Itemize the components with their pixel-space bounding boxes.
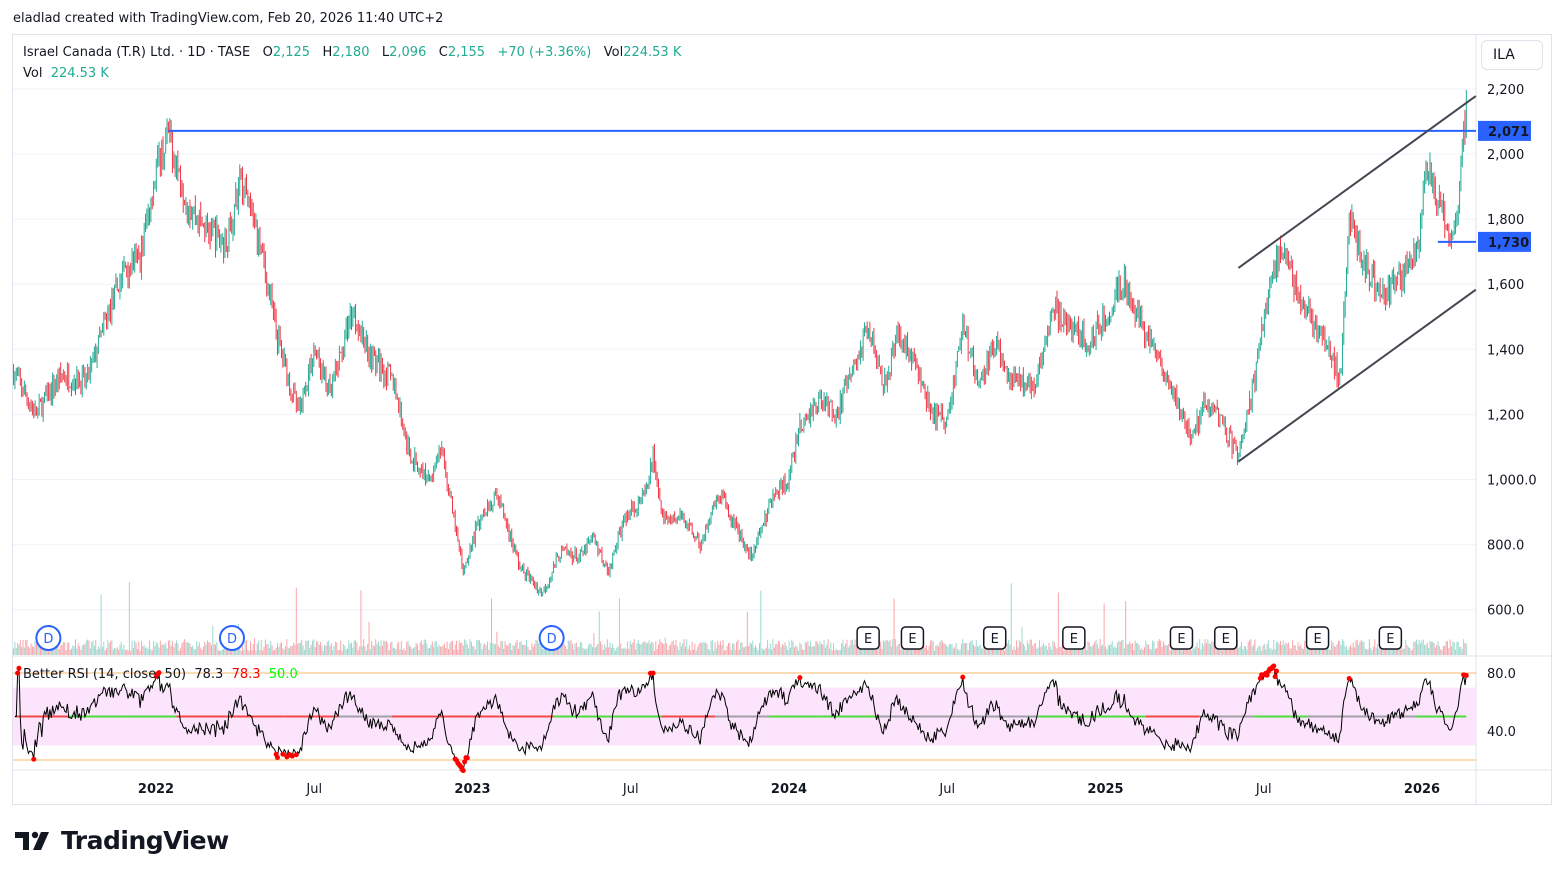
volume-value: 224.53 K bbox=[50, 66, 109, 81]
earnings-marker-label: E bbox=[1313, 632, 1321, 647]
volume-label: Vol bbox=[23, 66, 43, 81]
rsi-value-3: 50.0 bbox=[268, 667, 298, 682]
vol-label: Vol bbox=[603, 45, 624, 60]
rsi-name[interactable]: Better RSI (14, close, 50) bbox=[23, 667, 187, 682]
rsi-extreme-dot bbox=[1273, 668, 1279, 674]
low-label: L bbox=[381, 45, 390, 60]
rsi-extreme-dot bbox=[156, 670, 162, 676]
rsi-tick-label: 40.0 bbox=[1487, 725, 1516, 740]
high-label: H bbox=[322, 45, 333, 60]
price-tick-label: 1,400 bbox=[1487, 343, 1524, 358]
time-tick-label: Jul bbox=[1255, 782, 1272, 797]
price-tick-label: 1,200 bbox=[1487, 408, 1524, 423]
candles bbox=[13, 90, 1467, 597]
rsi-extreme-dot bbox=[274, 754, 280, 760]
rsi-extreme-dot bbox=[293, 752, 299, 758]
symbol-legend: Israel Canada (T.R) Ltd. · 1D · TASE O2,… bbox=[23, 45, 681, 60]
chart-frame bbox=[12, 34, 1552, 805]
price-level-label: 1,730 bbox=[1488, 236, 1529, 251]
dividend-marker-label: D bbox=[43, 632, 53, 647]
rsi-extreme-dot bbox=[15, 670, 21, 676]
earnings-icon bbox=[900, 626, 925, 650]
price-label-badge bbox=[1478, 231, 1531, 252]
change-value: +70 (+3.36%) bbox=[497, 45, 592, 60]
tradingview-logo[interactable]: TradingView bbox=[15, 826, 229, 855]
rsi-tick-label: 80.0 bbox=[1487, 667, 1516, 682]
price-tick-label: 2,200 bbox=[1487, 83, 1524, 98]
open-label: O bbox=[262, 45, 273, 60]
low-value: 2,096 bbox=[389, 45, 427, 60]
price-tick-label: 1,600 bbox=[1487, 278, 1524, 293]
rsi-extreme-dot bbox=[31, 756, 37, 762]
earnings-marker-label: E bbox=[1386, 632, 1394, 647]
rsi-extreme-dot bbox=[1271, 663, 1277, 669]
symbol-name[interactable]: Israel Canada (T.R) Ltd. · 1D · TASE bbox=[23, 45, 251, 60]
volume-bars bbox=[13, 581, 1467, 655]
open-value: 2,125 bbox=[272, 45, 311, 60]
price-level-label: 2,071 bbox=[1488, 125, 1529, 140]
rsi-value-1: 78.3 bbox=[194, 667, 224, 682]
rsi-extreme-dot bbox=[1346, 675, 1352, 681]
earnings-icon bbox=[1378, 626, 1403, 650]
rsi-extreme-dot bbox=[16, 665, 22, 671]
dividend-icon bbox=[35, 625, 62, 651]
rsi-extreme-dot bbox=[650, 670, 656, 676]
rsi-extreme-dot bbox=[289, 753, 295, 759]
earnings-marker-label: E bbox=[1222, 632, 1230, 647]
time-tick-label: 2022 bbox=[138, 782, 174, 797]
high-value: 2,180 bbox=[332, 45, 370, 60]
dividend-icon bbox=[538, 625, 565, 651]
earnings-icon bbox=[1214, 626, 1238, 650]
earnings-marker-label: E bbox=[991, 632, 999, 647]
tradingview-logo-icon bbox=[15, 831, 49, 850]
price-tick-label: 800.0 bbox=[1487, 539, 1524, 554]
time-tick-label: Jul bbox=[938, 782, 955, 797]
rsi-extreme-dot bbox=[1463, 672, 1469, 678]
currency-button[interactable]: ILA bbox=[1481, 40, 1543, 70]
earnings-marker-label: E bbox=[864, 632, 872, 647]
time-tick-label: Jul bbox=[305, 782, 322, 797]
time-tick-label: 2024 bbox=[771, 782, 807, 797]
earnings-marker-label: E bbox=[1070, 632, 1078, 647]
credit-line: eladlad created with TradingView.com, Fe… bbox=[13, 11, 444, 26]
earnings-icon bbox=[982, 626, 1007, 650]
earnings-marker-label: E bbox=[908, 632, 916, 647]
rsi-extreme-dot bbox=[960, 674, 966, 680]
trend-line bbox=[1237, 288, 1477, 463]
earnings-icon bbox=[1305, 626, 1330, 650]
close-label: C bbox=[438, 45, 448, 60]
rsi-value-2: 78.3 bbox=[231, 667, 261, 682]
time-tick-label: 2023 bbox=[454, 782, 490, 797]
price-tick-label: 1,800 bbox=[1487, 213, 1524, 228]
close-value: 2,155 bbox=[447, 45, 486, 60]
logo-text: TradingView bbox=[61, 826, 229, 855]
earnings-marker-label: E bbox=[1177, 632, 1185, 647]
earnings-icon bbox=[1062, 626, 1086, 650]
price-tick-label: 2,000 bbox=[1487, 148, 1524, 163]
dividend-marker-label: D bbox=[547, 632, 557, 647]
price-tick-label: 600.0 bbox=[1487, 604, 1524, 619]
rsi-extreme-dot bbox=[1272, 674, 1278, 680]
rsi-extreme-dot bbox=[797, 675, 803, 681]
price-tick-label: 1,000.0 bbox=[1487, 474, 1537, 489]
time-tick-label: 2026 bbox=[1404, 782, 1440, 797]
volume-legend: Vol 224.53 K bbox=[23, 66, 109, 81]
rsi-legend: Better RSI (14, close, 50) 78.3 78.3 50.… bbox=[23, 667, 298, 682]
rsi-extreme-dot bbox=[280, 751, 286, 757]
rsi-extreme-dot bbox=[462, 759, 468, 765]
rsi-extreme-dot bbox=[460, 768, 466, 774]
price-label-badge bbox=[1478, 120, 1531, 141]
trend-line bbox=[1237, 95, 1477, 269]
dividend-icon bbox=[218, 625, 245, 651]
earnings-icon bbox=[856, 626, 880, 650]
earnings-icon bbox=[1169, 626, 1194, 650]
vol-value: 224.53 K bbox=[623, 45, 682, 60]
time-tick-label: Jul bbox=[622, 782, 639, 797]
time-tick-label: 2025 bbox=[1087, 782, 1123, 797]
rsi-extreme-dot bbox=[464, 755, 470, 761]
rsi-line bbox=[14, 665, 1467, 772]
dividend-marker-label: D bbox=[227, 632, 237, 647]
